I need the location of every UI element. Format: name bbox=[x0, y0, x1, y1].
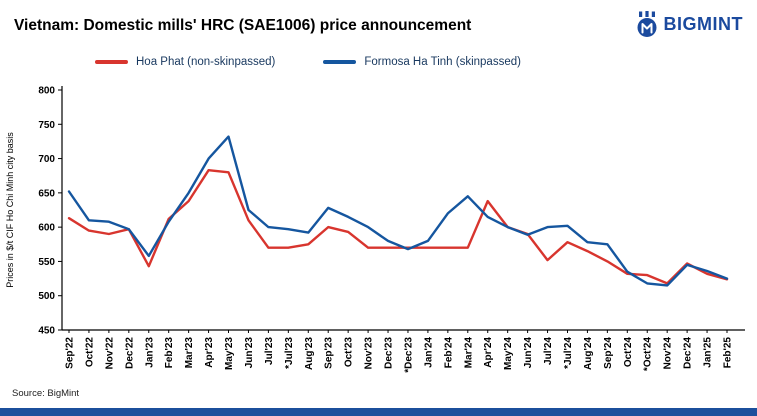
svg-text:Apr'24: Apr'24 bbox=[483, 337, 494, 368]
svg-text:Nov'22: Nov'22 bbox=[104, 337, 115, 370]
svg-text:Aug'24: Aug'24 bbox=[583, 337, 594, 370]
chart-title: Vietnam: Domestic mills' HRC (SAE1006) p… bbox=[14, 17, 472, 34]
svg-text:Apr'23: Apr'23 bbox=[204, 337, 215, 368]
svg-text:800: 800 bbox=[38, 86, 55, 97]
svg-text:Mar'23: Mar'23 bbox=[184, 337, 195, 369]
legend-swatch-blue bbox=[323, 60, 357, 64]
svg-text:Feb'23: Feb'23 bbox=[164, 337, 175, 369]
svg-text:Dec'24: Dec'24 bbox=[683, 337, 694, 369]
svg-text:Dec'23: Dec'23 bbox=[384, 337, 395, 369]
svg-text:Mar'24: Mar'24 bbox=[463, 337, 474, 369]
source-note: Source: BigMint bbox=[12, 388, 80, 399]
series-line-1 bbox=[67, 135, 729, 287]
legend-item-formosa: Formosa Ha Tinh (skinpassed) bbox=[323, 56, 521, 68]
svg-text:Oct'23: Oct'23 bbox=[344, 337, 355, 368]
svg-text:*Dec'23: *Dec'23 bbox=[403, 337, 414, 373]
svg-text:Jul'23: Jul'23 bbox=[264, 337, 275, 365]
svg-text:450: 450 bbox=[38, 326, 55, 337]
svg-text:Jun'23: Jun'23 bbox=[244, 337, 255, 369]
bigmint-logo-icon bbox=[637, 11, 656, 37]
legend-item-hoa-phat: Hoa Phat (non-skinpassed) bbox=[95, 56, 275, 68]
svg-text:Aug'23: Aug'23 bbox=[304, 337, 315, 370]
svg-text:*Jul'23: *Jul'23 bbox=[284, 337, 295, 369]
chart-legend: Hoa Phat (non-skinpassed) Formosa Ha Tin… bbox=[95, 56, 521, 68]
svg-text:550: 550 bbox=[38, 257, 55, 268]
svg-text:Nov'24: Nov'24 bbox=[663, 337, 674, 370]
svg-text:Feb'25: Feb'25 bbox=[723, 337, 734, 369]
svg-text:Sep'22: Sep'22 bbox=[65, 337, 76, 369]
bigmint-logo-text: BIGMINT bbox=[663, 14, 743, 34]
series-line-0 bbox=[67, 168, 729, 285]
bottom-accent-bar bbox=[0, 408, 757, 416]
svg-text:750: 750 bbox=[38, 120, 55, 131]
svg-text:Feb'24: Feb'24 bbox=[443, 337, 454, 369]
svg-text:Jun'24: Jun'24 bbox=[523, 337, 534, 369]
svg-text:Jul'24: Jul'24 bbox=[543, 337, 554, 365]
bigmint-logo: BIGMINT bbox=[635, 11, 744, 38]
legend-label-hoa-phat: Hoa Phat (non-skinpassed) bbox=[136, 56, 276, 68]
svg-text:Nov'23: Nov'23 bbox=[364, 337, 375, 370]
svg-text:700: 700 bbox=[38, 154, 55, 165]
svg-text:*Oct'24: *Oct'24 bbox=[643, 337, 654, 372]
legend-swatch-red bbox=[95, 60, 128, 64]
svg-text:650: 650 bbox=[38, 188, 55, 199]
svg-text:May'23: May'23 bbox=[224, 337, 235, 370]
svg-text:Jan'25: Jan'25 bbox=[703, 337, 714, 368]
svg-text:*Jul'24: *Jul'24 bbox=[563, 337, 574, 369]
svg-text:Sep'23: Sep'23 bbox=[324, 337, 335, 369]
svg-text:Sep'24: Sep'24 bbox=[603, 337, 614, 369]
svg-text:Jan'23: Jan'23 bbox=[144, 337, 155, 368]
svg-text:500: 500 bbox=[38, 291, 55, 302]
y-axis: 450 500 550 600 650 700 750 800 Prices in $/t CI… bbox=[5, 86, 63, 337]
svg-text:Prices in $/t CIF Ho Chi Minh: Prices in $/t CIF Ho Chi Minh city basis bbox=[5, 132, 15, 288]
legend-label-formosa: Formosa Ha Tinh (skinpassed) bbox=[364, 56, 521, 68]
price-line-chart: 450 500 550 600 650 700 750 800 Prices in $/t CI… bbox=[5, 86, 745, 373]
svg-text:Dec'22: Dec'22 bbox=[124, 337, 135, 369]
svg-text:600: 600 bbox=[38, 223, 55, 234]
svg-text:May'24: May'24 bbox=[503, 337, 514, 370]
x-axis: Sep'22 Oct'22 Nov'22 Dec'22 Jan'23 Feb'23 Mar'… bbox=[62, 329, 745, 373]
svg-text:Oct'24: Oct'24 bbox=[623, 337, 634, 368]
svg-text:Jan'24: Jan'24 bbox=[423, 337, 434, 368]
svg-text:Oct'22: Oct'22 bbox=[84, 337, 95, 368]
